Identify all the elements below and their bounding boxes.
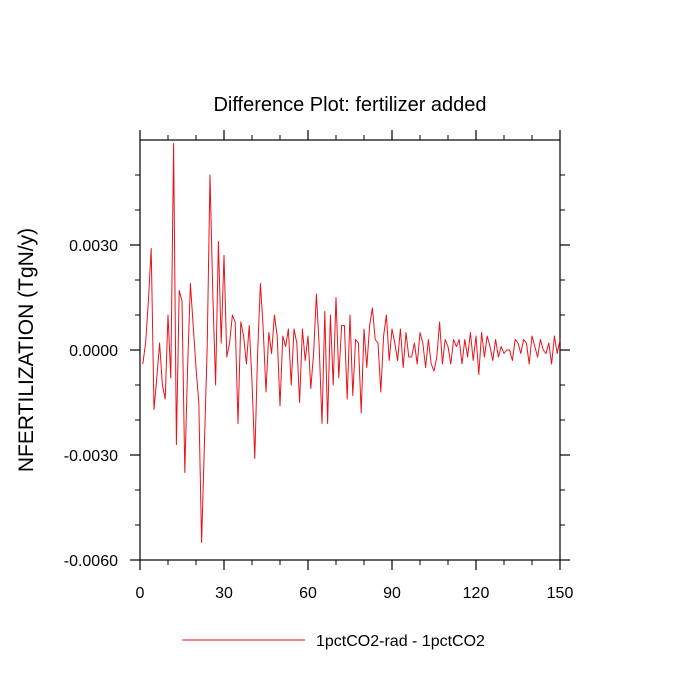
axes-group: 0 30 60 90 120 150 -0.0060 -0.0030 0.0000 0.0030 bbox=[64, 130, 574, 602]
x-tick-label: 60 bbox=[299, 585, 317, 602]
y-tick-label: 0.0000 bbox=[69, 343, 118, 360]
y-axis-label: NFERTILIZATION (TgN/y) bbox=[15, 228, 38, 472]
x-tick-label: 120 bbox=[463, 585, 490, 602]
y-tick-label: -0.0030 bbox=[64, 448, 118, 465]
x-tick-label: 30 bbox=[215, 585, 233, 602]
y-tick-label: 0.0030 bbox=[69, 238, 118, 255]
legend: 1pctCO2-rad - 1pctCO2 bbox=[182, 633, 485, 650]
legend-label: 1pctCO2-rad - 1pctCO2 bbox=[316, 633, 485, 650]
series-line-0 bbox=[142, 143, 561, 543]
x-tick-label: 90 bbox=[383, 585, 401, 602]
y-tick-label: -0.0060 bbox=[64, 553, 118, 570]
x-tick-label: 150 bbox=[547, 585, 574, 602]
chart-title: Difference Plot: fertilizer added bbox=[213, 94, 486, 116]
series-layer bbox=[142, 143, 561, 543]
x-tick-label: 0 bbox=[136, 585, 145, 602]
